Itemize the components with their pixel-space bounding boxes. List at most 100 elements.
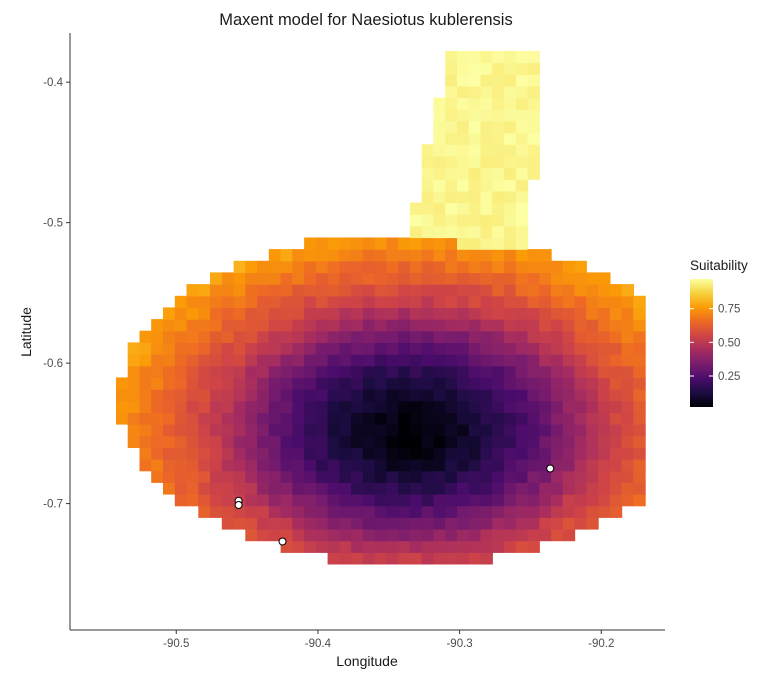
- heatmap-cell: [433, 506, 445, 518]
- heatmap-cell: [234, 412, 246, 424]
- heatmap-cell: [363, 529, 375, 541]
- heatmap-cell: [151, 401, 163, 413]
- heatmap-cell: [316, 459, 328, 471]
- heatmap-cell: [292, 482, 304, 494]
- heatmap-cell: [622, 319, 634, 331]
- heatmap-cell: [269, 272, 281, 284]
- heatmap-cell: [504, 179, 516, 191]
- heatmap-cell: [163, 354, 175, 366]
- heatmap-cell: [492, 168, 504, 180]
- heatmap-cell: [410, 541, 422, 553]
- heatmap-cell: [422, 261, 434, 273]
- heatmap-cell: [316, 529, 328, 541]
- heatmap-cell: [375, 342, 387, 354]
- heatmap-cell: [445, 529, 457, 541]
- heatmap-cell: [504, 249, 516, 261]
- heatmap-cell: [633, 296, 645, 308]
- heatmap-cell: [445, 482, 457, 494]
- heatmap-cell: [516, 482, 528, 494]
- heatmap-cell: [210, 506, 222, 518]
- heatmap-cell: [445, 121, 457, 133]
- heatmap-cell: [481, 51, 493, 63]
- heatmap-cell: [469, 51, 481, 63]
- heatmap-cell: [516, 471, 528, 483]
- heatmap-cell: [410, 249, 422, 261]
- heatmap-cell: [269, 482, 281, 494]
- heatmap-cell: [410, 494, 422, 506]
- heatmap-cell: [551, 424, 563, 436]
- heatmap-cell: [292, 307, 304, 319]
- heatmap-cell: [586, 366, 598, 378]
- heatmap-cell: [481, 121, 493, 133]
- heatmap-cell: [433, 529, 445, 541]
- y-axis-ticks: -0.4-0.5-0.6-0.7: [43, 77, 70, 510]
- heatmap-cell: [128, 389, 140, 401]
- heatmap-cell: [516, 156, 528, 168]
- heatmap-cell: [210, 471, 222, 483]
- heatmap-cell: [422, 249, 434, 261]
- heatmap-cell: [422, 214, 434, 226]
- heatmap-cell: [257, 436, 269, 448]
- heatmap-cell: [539, 342, 551, 354]
- heatmap-cell: [622, 436, 634, 448]
- heatmap-cell: [539, 412, 551, 424]
- heatmap-cell: [410, 307, 422, 319]
- heatmap-cell: [128, 366, 140, 378]
- heatmap-cell: [257, 377, 269, 389]
- heatmap-cell: [457, 447, 469, 459]
- heatmap-cell: [504, 436, 516, 448]
- heatmap-cell: [586, 494, 598, 506]
- heatmap-cell: [257, 296, 269, 308]
- heatmap-cell: [551, 296, 563, 308]
- heatmap-cell: [175, 401, 187, 413]
- heatmap-cell: [175, 389, 187, 401]
- heatmap-cell: [245, 296, 257, 308]
- heatmap-cell: [433, 447, 445, 459]
- heatmap-cell: [175, 494, 187, 506]
- heatmap-cell: [222, 424, 234, 436]
- heatmap-cell: [386, 436, 398, 448]
- heatmap-cell: [551, 261, 563, 273]
- heatmap-cell: [622, 459, 634, 471]
- heatmap-cell: [151, 366, 163, 378]
- heatmap-cell: [481, 249, 493, 261]
- heatmap-cell: [504, 459, 516, 471]
- heatmap-cell: [304, 459, 316, 471]
- heatmap-cell: [198, 296, 210, 308]
- heatmap-cell: [292, 377, 304, 389]
- heatmap-cell: [222, 354, 234, 366]
- heatmap-cell: [410, 471, 422, 483]
- heatmap-cell: [140, 377, 152, 389]
- heatmap-cell: [586, 401, 598, 413]
- heatmap-cell: [433, 366, 445, 378]
- heatmap-cell: [610, 506, 622, 518]
- heatmap-cell: [398, 389, 410, 401]
- heatmap-cell: [516, 354, 528, 366]
- heatmap-cell: [151, 459, 163, 471]
- heatmap-cell: [245, 307, 257, 319]
- heatmap-cell: [551, 447, 563, 459]
- heatmap-cell: [516, 284, 528, 296]
- heatmap-cell: [375, 319, 387, 331]
- heatmap-cell: [445, 272, 457, 284]
- heatmap-cell: [386, 331, 398, 343]
- heatmap-cell: [528, 529, 540, 541]
- heatmap-cell: [234, 471, 246, 483]
- heatmap-cell: [610, 494, 622, 506]
- heatmap-cell: [398, 541, 410, 553]
- heatmap-cell: [457, 494, 469, 506]
- heatmap-cell: [410, 214, 422, 226]
- heatmap-cell: [516, 214, 528, 226]
- heatmap-cell: [633, 494, 645, 506]
- heatmap-cell: [363, 319, 375, 331]
- heatmap-cell: [422, 447, 434, 459]
- heatmap-cell: [481, 144, 493, 156]
- heatmap-cell: [481, 342, 493, 354]
- heatmap-cell: [363, 459, 375, 471]
- heatmap-cell: [422, 494, 434, 506]
- heatmap-cell: [445, 168, 457, 180]
- heatmap-cell: [575, 296, 587, 308]
- heatmap-cell: [575, 354, 587, 366]
- heatmap-cell: [469, 238, 481, 250]
- heatmap-cell: [351, 366, 363, 378]
